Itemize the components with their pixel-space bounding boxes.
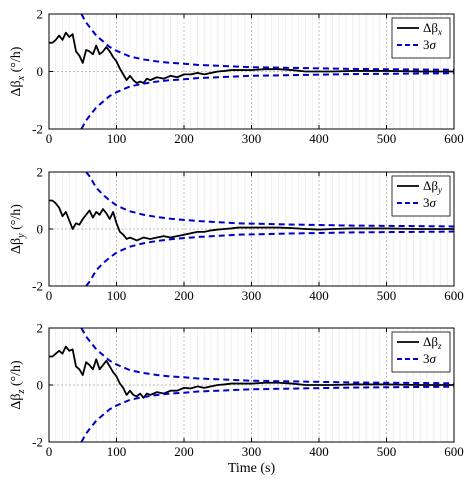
x-tick-label: 200: [174, 444, 194, 459]
x-tick-label: 200: [174, 288, 194, 303]
y-axis-label: Δβz (°/h): [9, 360, 27, 410]
x-tick-label: 100: [107, 288, 127, 303]
legend-box: [391, 331, 451, 373]
legend-label: Δβy: [423, 178, 442, 195]
x-tick-label: 100: [107, 444, 127, 459]
y-tick-label: -2: [32, 122, 43, 137]
series-line-3: [85, 230, 455, 287]
x-tick-label: 500: [377, 131, 397, 146]
series-line-2: [80, 13, 455, 71]
series-line-1: [49, 199, 454, 242]
x-tick-label: 500: [377, 444, 397, 459]
x-tick-label: 400: [309, 444, 329, 459]
y-tick-label: 0: [37, 222, 44, 237]
series-line-2: [85, 171, 455, 228]
y-tick-label: 0: [37, 64, 44, 79]
x-tick-label: 600: [444, 131, 464, 146]
legend-label: 3σ: [423, 351, 437, 366]
y-axis-label: Δβy (°/h): [9, 204, 27, 254]
legend-label: Δβx: [423, 20, 442, 37]
x-tick-label: 300: [242, 288, 262, 303]
y-tick-label: -2: [32, 279, 43, 294]
x-axis-label: Time (s): [228, 461, 276, 476]
legend-box: [391, 17, 451, 59]
x-tick-label: 0: [46, 131, 53, 146]
x-tick-label: 500: [377, 288, 397, 303]
series-line-1: [49, 31, 454, 84]
y-tick-label: 0: [37, 378, 44, 393]
x-tick-label: 0: [46, 444, 53, 459]
x-tick-label: 100: [107, 131, 127, 146]
legend-box: [391, 175, 451, 217]
y-tick-label: 2: [37, 7, 44, 22]
legend-label: Δβz: [423, 334, 442, 351]
x-tick-label: 600: [444, 288, 464, 303]
x-tick-label: 600: [444, 444, 464, 459]
legend-label: 3σ: [423, 37, 437, 52]
x-tick-label: 200: [174, 131, 194, 146]
series-line-3: [80, 72, 455, 130]
x-tick-label: 0: [46, 288, 53, 303]
series-line-1: [49, 345, 454, 399]
x-tick-label: 400: [309, 288, 329, 303]
y-tick-label: 2: [37, 321, 44, 336]
legend-label: 3σ: [423, 195, 437, 210]
series-line-3: [80, 385, 455, 443]
y-tick-label: -2: [32, 435, 43, 450]
y-tick-label: 2: [37, 165, 44, 180]
x-tick-label: 300: [242, 131, 262, 146]
series-line-2: [80, 327, 455, 385]
x-tick-label: 400: [309, 131, 329, 146]
y-axis-label: Δβx (°/h): [9, 46, 27, 96]
x-tick-label: 300: [242, 444, 262, 459]
